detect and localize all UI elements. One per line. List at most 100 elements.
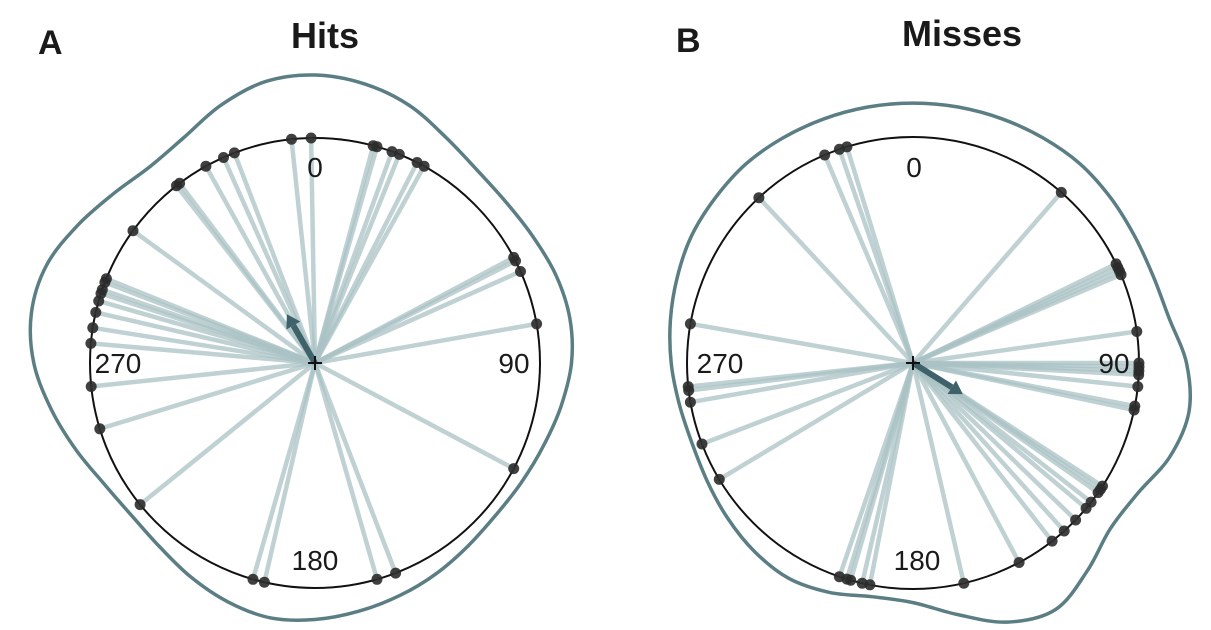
spoke-line [701, 360, 914, 447]
spoke-line [912, 360, 1135, 413]
data-point [200, 160, 212, 172]
mean-vector-layer [911, 360, 963, 395]
data-point [841, 141, 853, 153]
data-point [958, 577, 970, 589]
data-point [418, 160, 430, 172]
spoke-line [312, 146, 380, 364]
data-point [134, 499, 146, 511]
tick-label-180: 180 [894, 545, 941, 576]
density-outline [668, 101, 1193, 624]
spoke-line [837, 362, 916, 578]
spoke-line [105, 276, 316, 366]
mean-vector-shaft [290, 324, 318, 365]
spoke-line [99, 360, 316, 431]
spoke-line [90, 360, 316, 389]
panel-title: Hits [291, 15, 359, 56]
data-point [696, 438, 708, 450]
data-point [94, 423, 106, 435]
spoke-line [314, 321, 537, 366]
mean-vector-shaft [911, 360, 954, 390]
spoke-line [92, 325, 316, 366]
data-point [510, 255, 521, 267]
data-point [713, 473, 725, 485]
data-point [371, 573, 383, 585]
spoke-line [232, 152, 318, 364]
data-point [1013, 557, 1025, 568]
data-point [286, 133, 297, 145]
point-layer [682, 141, 1145, 591]
panel-misses: B Misses 0 90 180 270 [668, 13, 1193, 624]
spoke-line [314, 269, 522, 366]
data-point [87, 322, 99, 334]
data-point [515, 266, 526, 277]
spoke-line [90, 341, 316, 366]
data-point [531, 318, 543, 330]
data-point [1115, 269, 1127, 281]
tick-label-90: 90 [1098, 348, 1129, 379]
spoke-line [131, 228, 317, 365]
spoke-line [912, 329, 1138, 366]
spoke-line [718, 361, 915, 482]
panel-hits: A Hits 0 90 180 270 [28, 15, 575, 622]
spoke-line [912, 272, 1122, 366]
spoke-layer [90, 137, 537, 583]
mean-vector-arrowhead [947, 380, 963, 395]
data-point [100, 273, 112, 285]
density-outline [28, 73, 575, 622]
spoke-line [313, 165, 427, 365]
data-point [1070, 514, 1082, 526]
density-outline-layer [668, 101, 1193, 624]
spoke-line [313, 361, 515, 471]
spoke-line [757, 196, 915, 365]
data-point [390, 567, 402, 579]
spoke-line [687, 360, 914, 389]
data-point [228, 147, 240, 159]
center-cross [308, 356, 322, 370]
data-point [127, 225, 139, 237]
data-point [85, 337, 97, 349]
data-point [1128, 404, 1140, 416]
tick-label-180: 180 [292, 545, 339, 576]
spoke-line [844, 146, 916, 364]
spoke-line [312, 362, 398, 574]
spoke-line [822, 154, 916, 364]
spoke-layer [687, 146, 1140, 586]
panel-letter: B [676, 22, 701, 60]
tick-label-0: 0 [906, 152, 922, 183]
panel-letter: A [38, 24, 63, 62]
data-point [371, 141, 383, 153]
tick-label-270: 270 [697, 348, 744, 379]
data-point [1131, 326, 1143, 337]
data-point [684, 318, 696, 330]
spoke-line [911, 361, 1054, 543]
data-point [684, 396, 696, 408]
data-point [1080, 502, 1092, 514]
density-outline-layer [28, 73, 575, 622]
data-point [218, 152, 229, 163]
data-point [393, 148, 405, 160]
data-point [85, 381, 97, 392]
data-point [682, 381, 694, 393]
data-point [856, 577, 868, 589]
data-point [508, 463, 520, 475]
data-point [1055, 186, 1067, 198]
data-point [90, 306, 102, 318]
spoke-line [289, 138, 318, 364]
spoke-line [312, 362, 380, 580]
spoke-line [911, 361, 1066, 533]
data-point [1092, 487, 1104, 499]
spoke-line [138, 361, 317, 507]
data-point [1046, 535, 1058, 547]
spoke-line [911, 190, 1063, 365]
spoke-line [910, 362, 966, 584]
spoke-line [690, 321, 914, 366]
mean-vector-layer [286, 314, 318, 365]
spoke-line [308, 137, 318, 364]
data-point [258, 576, 270, 588]
data-point [174, 177, 186, 189]
spoke-line [250, 362, 318, 580]
tick-label-270: 270 [95, 348, 142, 379]
tick-label-90: 90 [498, 348, 529, 379]
spoke-line [911, 361, 1022, 564]
